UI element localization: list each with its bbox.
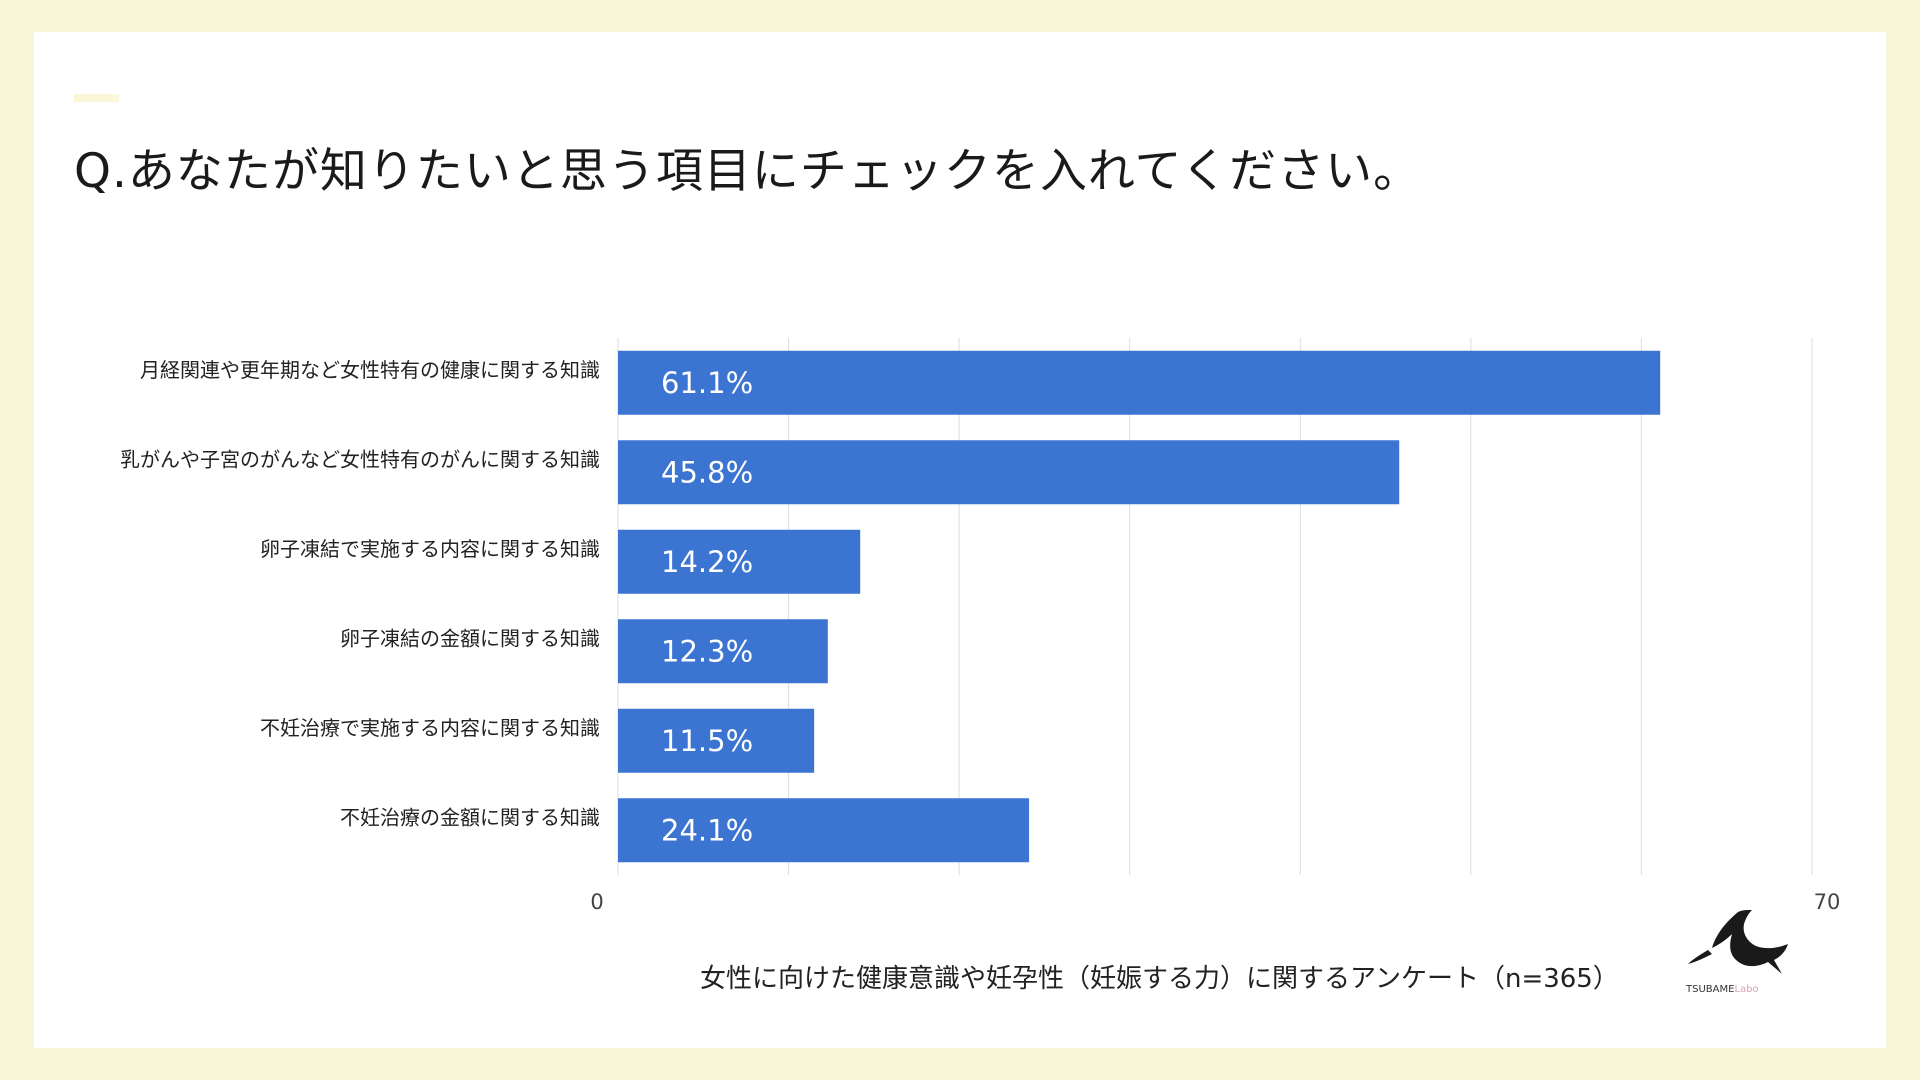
logo-name: TSUBAME bbox=[1686, 984, 1735, 995]
bar-value-label: 61.1% bbox=[661, 366, 753, 400]
bar bbox=[618, 350, 1661, 415]
bar-value-label: 12.3% bbox=[661, 634, 753, 668]
bar bbox=[618, 529, 861, 594]
title-accent-bar bbox=[74, 94, 119, 102]
logo-wordmark: TSUBAMELabo bbox=[1686, 984, 1759, 995]
category-label: 月経関連や更年期など女性特有の健康に関する知識 bbox=[140, 358, 600, 382]
category-label: 卵子凍結の金額に関する知識 bbox=[340, 626, 600, 650]
bar-value-label: 45.8% bbox=[661, 455, 753, 489]
bar bbox=[618, 440, 1400, 505]
bar bbox=[618, 798, 1030, 863]
bar-value-label: 11.5% bbox=[661, 724, 753, 758]
category-label: 乳がんや子宮のがんなど女性特有のがんに関する知識 bbox=[120, 447, 600, 471]
swallow-bird-icon bbox=[1688, 910, 1788, 974]
x-tick-label: 0 bbox=[590, 890, 603, 914]
x-tick-label: 70 bbox=[1814, 890, 1841, 914]
survey-footnote: 女性に向けた健康意識や妊孕性（妊娠する力）に関するアンケート（n=365） bbox=[700, 964, 1619, 994]
slide-background bbox=[34, 32, 1886, 1048]
bar bbox=[618, 619, 828, 684]
bar-value-label: 24.1% bbox=[661, 813, 753, 847]
page-title: Q.あなたが知りたいと思う項目にチェックを入れてください。 bbox=[74, 144, 1422, 199]
brand-logo: TSUBAMELabo bbox=[1686, 904, 1796, 1014]
category-label: 不妊治療の金額に関する知識 bbox=[340, 805, 600, 829]
bar-value-label: 14.2% bbox=[661, 545, 753, 579]
bar bbox=[618, 708, 815, 773]
category-label: 不妊治療で実施する内容に関する知識 bbox=[260, 716, 600, 740]
logo-suffix: Labo bbox=[1734, 984, 1759, 995]
category-label: 卵子凍結で実施する内容に関する知識 bbox=[260, 537, 600, 561]
